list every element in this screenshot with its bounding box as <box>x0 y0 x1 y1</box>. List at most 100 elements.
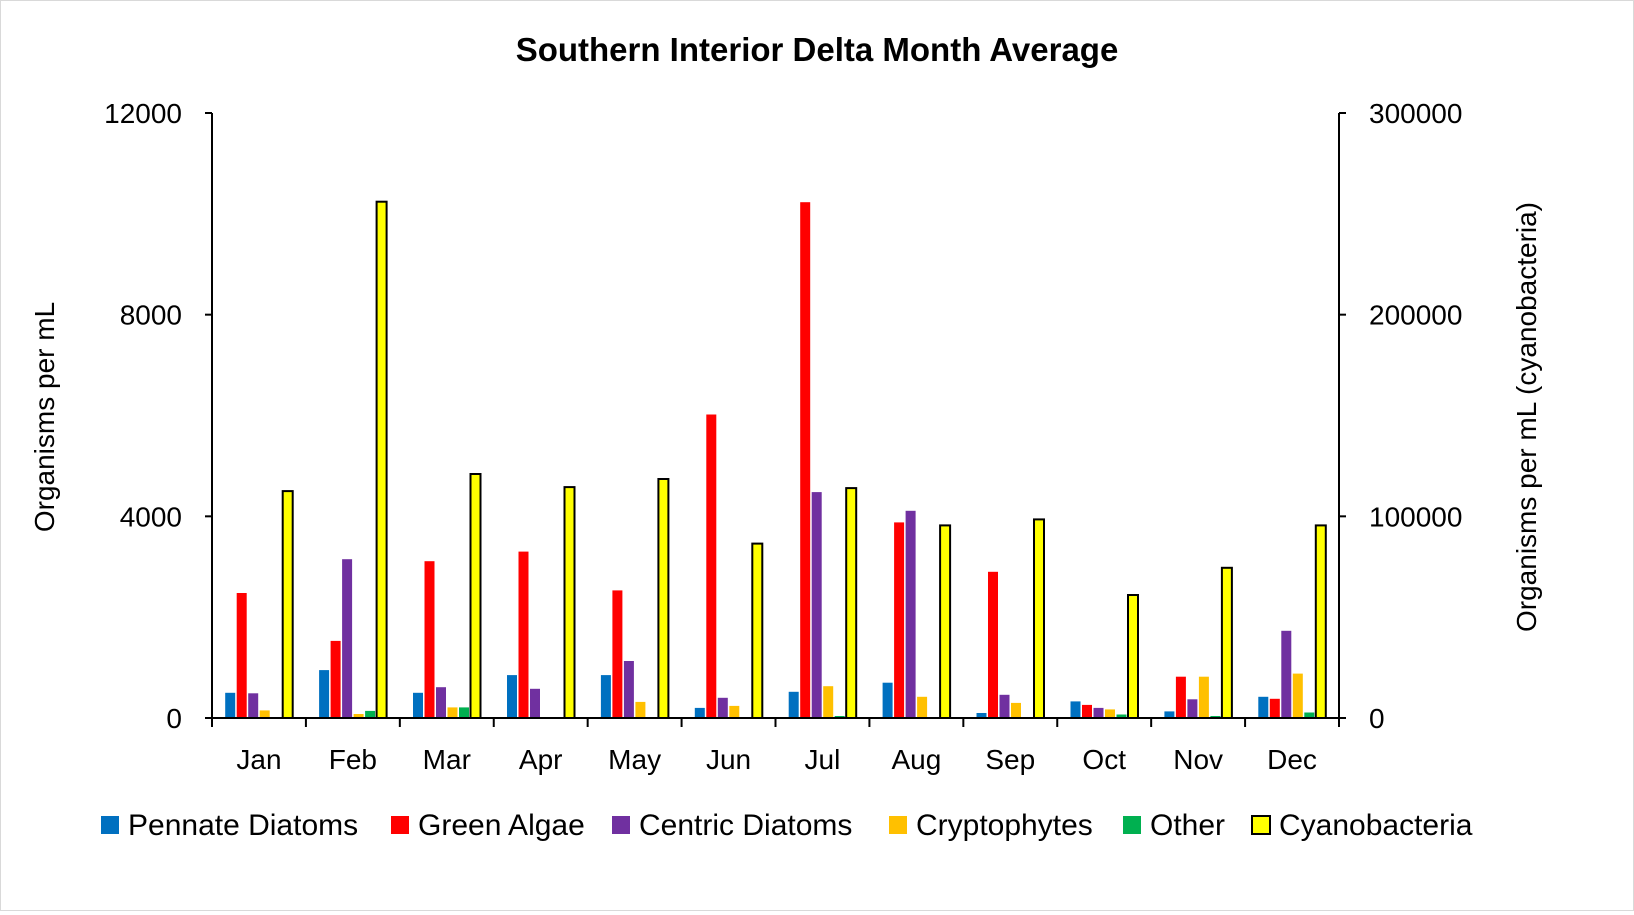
bar-pennate-diatoms-may <box>600 675 611 718</box>
bar-cryptophytes-jun <box>729 705 740 718</box>
bar-other-oct <box>1116 714 1127 718</box>
bar-centric-diatoms-nov <box>1187 699 1198 718</box>
bar-green-algae-aug <box>894 522 905 718</box>
bar-centric-diatoms-may <box>623 661 634 718</box>
y2-tick-label: 300000 <box>1369 98 1462 129</box>
legend-label: Pennate Diatoms <box>128 809 358 842</box>
bar-other-mar <box>459 707 469 718</box>
bar-other-dec <box>1304 712 1315 718</box>
bar-cyanobacteria-aug <box>939 524 952 720</box>
legend-label: Green Algae <box>418 809 585 842</box>
bar-cryptophytes-aug <box>917 696 928 718</box>
bar-cyanobacteria-jul <box>845 487 858 719</box>
x-tick-label: Mar <box>423 744 471 775</box>
y2-tick-label: 0 <box>1369 703 1385 734</box>
y-tick-label: 4000 <box>120 501 182 532</box>
x-tick-label: Aug <box>891 744 941 775</box>
bar-centric-diatoms-apr <box>530 688 540 718</box>
bar-cryptophytes-dec <box>1292 673 1303 718</box>
legend-swatch-pennate-diatoms <box>101 816 119 834</box>
legend: Pennate Diatoms Green Algae Centric Diatom… <box>101 809 1473 842</box>
x-tick-label: May <box>608 744 661 775</box>
x-tick-label: Sep <box>985 744 1035 775</box>
bar-cryptophytes-jul <box>823 686 834 718</box>
bar-pennate-diatoms-aug <box>882 682 893 718</box>
bar-centric-diatoms-jun <box>717 697 728 718</box>
x-tick-label: Dec <box>1267 744 1317 775</box>
bar-cryptophytes-feb <box>353 714 364 718</box>
bar-green-algae-feb <box>330 640 341 718</box>
bar-pennate-diatoms-apr <box>507 675 517 718</box>
bar-centric-diatoms-feb <box>342 559 353 718</box>
bar-pennate-diatoms-dec <box>1258 696 1269 718</box>
bar-green-algae-oct <box>1082 704 1092 718</box>
bar-cyanobacteria-feb <box>375 200 388 719</box>
bar-pennate-diatoms-sep <box>976 713 987 718</box>
y-tick-label: 12000 <box>104 98 182 129</box>
bar-cryptophytes-oct <box>1105 709 1115 718</box>
bar-green-algae-mar <box>424 561 435 718</box>
legend-label: Other <box>1150 809 1225 842</box>
bar-green-algae-jun <box>706 414 717 718</box>
x-tick-label: Jan <box>236 744 281 775</box>
x-tick-label: Nov <box>1173 744 1223 775</box>
bar-centric-diatoms-aug <box>905 510 916 718</box>
bar-green-algae-jan <box>236 593 247 718</box>
bar-pennate-diatoms-nov <box>1164 711 1175 718</box>
bar-pennate-diatoms-feb <box>319 670 330 718</box>
y-axis-title: Organisms per mL <box>29 302 60 532</box>
bar-green-algae-nov <box>1175 676 1186 718</box>
bar-centric-diatoms-oct <box>1093 707 1104 718</box>
x-tick-label: Feb <box>329 744 377 775</box>
bar-cyanobacteria-nov <box>1220 566 1233 719</box>
bar-pennate-diatoms-jan <box>225 692 236 718</box>
bar-pennate-diatoms-oct <box>1070 701 1081 718</box>
bar-cryptophytes-nov <box>1198 676 1209 718</box>
bar-cyanobacteria-mar <box>469 473 482 719</box>
y-tick-label: 0 <box>166 703 182 734</box>
bars-group <box>225 200 1327 720</box>
legend-label: Cyanobacteria <box>1279 809 1473 842</box>
legend-swatch-cyanobacteria <box>1251 815 1271 835</box>
bar-cyanobacteria-apr <box>563 486 576 719</box>
bar-cyanobacteria-may <box>657 478 670 719</box>
bar-centric-diatoms-sep <box>999 694 1010 718</box>
legend-swatch-other <box>1123 816 1141 834</box>
bar-green-algae-sep <box>988 571 998 718</box>
bar-cyanobacteria-jan <box>281 490 294 719</box>
bar-other-feb <box>365 710 376 718</box>
legend-label: Centric Diatoms <box>639 809 852 842</box>
bar-cryptophytes-may <box>635 701 646 718</box>
x-tick-label: Oct <box>1082 744 1126 775</box>
legend-swatch-centric-diatoms <box>612 816 630 834</box>
bar-centric-diatoms-mar <box>436 687 446 718</box>
y-tick-label: 8000 <box>120 300 182 331</box>
bar-cryptophytes-sep <box>1011 702 1021 718</box>
bar-cryptophytes-jan <box>259 710 270 718</box>
bar-pennate-diatoms-jun <box>694 707 705 718</box>
ticks-group: 0 4000 8000 12000 0 100000 200000 300000 Jan Feb M… <box>104 98 1462 775</box>
bar-cryptophytes-mar <box>447 707 458 718</box>
bar-cyanobacteria-jun <box>751 542 764 719</box>
x-tick-label: Apr <box>519 744 563 775</box>
y2-axis-title: Organisms per mL (cyanobacteria) <box>1511 202 1542 632</box>
x-tick-label: Jul <box>805 744 841 775</box>
y2-tick-label: 200000 <box>1369 300 1462 331</box>
legend-swatch-cryptophytes <box>889 816 907 834</box>
x-tick-label: Jun <box>706 744 751 775</box>
bar-pennate-diatoms-mar <box>413 692 423 718</box>
bar-green-algae-jul <box>800 202 811 718</box>
bar-green-algae-may <box>612 590 623 718</box>
bar-cyanobacteria-dec <box>1314 524 1327 720</box>
bar-cyanobacteria-sep <box>1033 518 1045 720</box>
chart-title: Southern Interior Delta Month Average <box>516 31 1119 68</box>
legend-swatch-green-algae <box>391 816 409 834</box>
bar-centric-diatoms-dec <box>1281 630 1292 718</box>
bar-pennate-diatoms-jul <box>788 691 799 718</box>
legend-label: Cryptophytes <box>916 809 1093 842</box>
bar-centric-diatoms-jan <box>248 693 259 718</box>
bar-green-algae-apr <box>518 551 529 718</box>
bar-green-algae-dec <box>1269 698 1280 718</box>
